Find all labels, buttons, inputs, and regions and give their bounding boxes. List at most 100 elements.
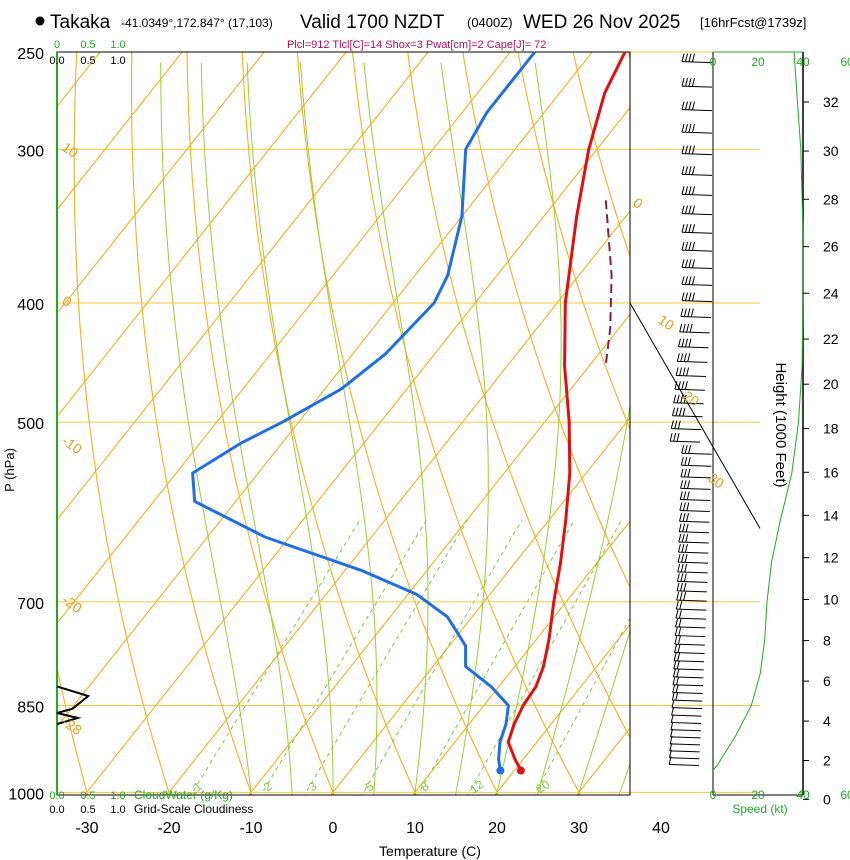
station-name: Takaka	[50, 12, 111, 33]
pressure-label-1000: 1000	[8, 786, 44, 803]
wind-barb	[681, 78, 713, 88]
mixing-ratio-line	[467, 519, 623, 795]
dry-adiabat	[57, 664, 89, 795]
moist-adiabat	[246, 62, 334, 795]
moist-adiabat	[363, 62, 429, 795]
mixing-ratio-line	[417, 519, 576, 795]
wind-barb	[679, 491, 711, 502]
wind-barb	[677, 553, 709, 564]
wind-barb	[671, 706, 702, 717]
wind-barb	[673, 660, 704, 671]
x-axis-label: Temperature (C)	[379, 843, 481, 859]
series-parcel-path	[604, 200, 613, 367]
wind-barb	[672, 407, 703, 418]
speed-tick-bottom: 40	[796, 788, 810, 802]
mixing-ratio-line	[533, 617, 630, 795]
wind-barb	[677, 563, 708, 574]
temp-tick-20: 20	[488, 820, 506, 837]
wind-barb	[677, 544, 709, 554]
wind-barb	[681, 123, 713, 134]
surface-point-dewpoint	[496, 766, 505, 775]
barb-boundary	[629, 302, 761, 529]
valid-time: Valid 1700 NZDT	[300, 12, 445, 33]
isotherm	[412, 520, 630, 795]
wind-barb	[669, 432, 701, 443]
wind-barb	[672, 668, 704, 679]
isotherm	[494, 623, 630, 795]
wind-barb	[673, 644, 705, 654]
cloudwater-label: CloudWater (g/Kg)	[134, 788, 233, 802]
isotherm	[57, 52, 183, 211]
pressure-label-500: 500	[17, 416, 44, 433]
wind-barb	[681, 224, 713, 234]
wind-barb	[676, 582, 708, 593]
isotherm	[248, 313, 630, 795]
cloudiness-tick-bottom: 0.5	[80, 804, 95, 816]
height-tick-label: 8	[823, 633, 831, 649]
wind-barb	[680, 480, 711, 490]
series-temperature	[506, 51, 627, 772]
dry-adiabat	[186, 52, 335, 795]
wind-barb	[668, 756, 700, 767]
series-dewpoint	[191, 51, 536, 771]
speed-tick-top: 60	[840, 55, 850, 69]
pressure-label-700: 700	[17, 596, 44, 613]
temp-tick--20: -20	[157, 820, 180, 837]
speed-label: Speed (kt)	[732, 802, 787, 816]
wind-barb	[681, 445, 712, 455]
isotherm-label: 10	[59, 139, 81, 161]
dry-adiabat	[241, 52, 417, 795]
height-tick-label: 16	[823, 464, 839, 480]
isotherm	[57, 52, 429, 521]
cloudiness-tick-top: 0.0	[49, 55, 64, 67]
cloudwater-tick-bottom: 0.5	[80, 790, 95, 802]
temp-tick-10: 10	[406, 820, 424, 837]
isotherm-label: -20	[59, 591, 85, 616]
height-tick-label: 20	[823, 376, 839, 392]
dry-adiabat	[407, 52, 630, 739]
isotherm-label: 20	[680, 387, 702, 409]
mixing-ratio-line	[260, 519, 428, 795]
surface-point-temperature	[516, 766, 525, 775]
mixing-ratio-label: 12	[467, 777, 486, 796]
wind-barb	[675, 610, 706, 620]
wind-barb	[673, 652, 705, 663]
dry-adiabat	[296, 52, 499, 795]
cloudiness-label: Grid-Scale Cloudiness	[134, 802, 253, 816]
speed-tick-top: 40	[796, 55, 810, 69]
mixing-ratio-line	[303, 519, 469, 795]
cloudwater-tick-top: 0	[54, 39, 60, 51]
isotherm-label: 10	[655, 311, 677, 333]
wind-barb	[673, 394, 704, 405]
isotherm	[640, 0, 850, 818]
wind-barb	[676, 591, 707, 602]
station-coords: -41.0349°,172.847° (17,103)	[121, 16, 273, 30]
wind-barb	[681, 101, 713, 112]
isotherm	[57, 52, 101, 108]
height-tick-label: 10	[823, 591, 839, 607]
wind-barb	[671, 692, 703, 702]
height-tick-label: 4	[823, 713, 831, 729]
speed-profile	[712, 51, 804, 771]
isotherm	[57, 52, 511, 625]
moist-adiabat	[618, 762, 630, 795]
isotherm-label: 0	[630, 194, 646, 212]
wind-barb	[669, 735, 701, 746]
mixing-ratio-label: 20	[533, 777, 552, 796]
height-tick-label: 6	[823, 673, 831, 689]
y-axis-label: P (hPa)	[2, 448, 17, 492]
dry-adiabat	[73, 52, 171, 795]
speed-tick-bottom: 60	[840, 788, 850, 802]
moist-adiabat	[440, 62, 489, 795]
utc-time: (0400Z)	[467, 15, 513, 30]
height-tick-label: 30	[823, 143, 839, 159]
height-tick-label: 26	[823, 239, 839, 255]
wind-barb	[676, 353, 708, 363]
wind-barb	[681, 292, 713, 303]
forecast-run: [16hrFcst@1739z]	[700, 15, 806, 30]
wind-barb	[678, 523, 710, 534]
wind-barb	[675, 618, 706, 629]
height-tick-label: 0	[823, 791, 831, 807]
speed-tick-bottom: 20	[751, 788, 765, 802]
wind-barb	[681, 186, 713, 196]
